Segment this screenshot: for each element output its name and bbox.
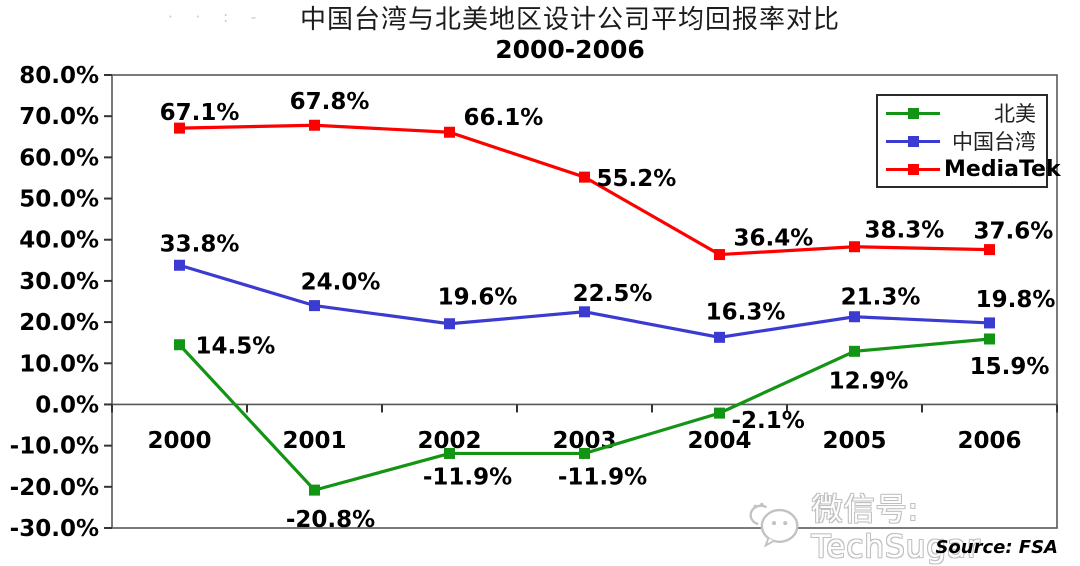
data-point-label: 24.0% <box>301 270 381 296</box>
y-axis-label: 0.0% <box>35 392 99 418</box>
data-point-marker <box>579 171 590 183</box>
data-point-marker <box>714 407 725 419</box>
y-axis-label: 80.0% <box>19 63 99 89</box>
data-point-label: 33.8% <box>160 231 240 257</box>
plot-border <box>111 74 1058 529</box>
data-point-label: 36.4% <box>734 226 814 252</box>
data-point-label: 55.2% <box>597 166 677 192</box>
y-axis-label: 60.0% <box>19 145 99 171</box>
data-point-marker <box>984 317 995 329</box>
data-point-label: 14.5% <box>196 334 276 360</box>
data-point-marker <box>444 126 455 138</box>
data-point-label: 38.3% <box>865 218 945 244</box>
legend-marker-north-america <box>886 107 944 120</box>
data-point-marker <box>579 306 590 318</box>
data-point-label: 21.3% <box>841 285 921 311</box>
data-point-label: -20.8% <box>286 507 375 533</box>
data-point-marker <box>849 241 860 253</box>
y-axis-label: -30.0% <box>10 516 99 542</box>
faded-watermark-marks: · · : - <box>168 8 266 26</box>
data-point-marker <box>984 333 995 345</box>
x-axis-label: 2001 <box>282 428 346 454</box>
x-axis-label: 2006 <box>957 428 1021 454</box>
data-point-marker <box>309 119 320 131</box>
data-point-label: 12.9% <box>829 368 909 394</box>
y-axis-label: 10.0% <box>19 351 99 377</box>
legend-label-taiwan-china: 中国台湾 <box>952 130 1036 154</box>
data-point-label: -11.9% <box>558 464 647 490</box>
data-point-marker <box>984 244 995 256</box>
data-point-label: 19.6% <box>438 285 518 311</box>
legend-label-north-america: 北美 <box>994 102 1036 126</box>
data-point-marker <box>444 447 455 459</box>
data-point-marker <box>849 345 860 357</box>
data-point-label: 22.5% <box>573 281 653 307</box>
chart-title-line2: 2000-2006 <box>495 35 645 64</box>
data-point-label: 16.3% <box>706 299 786 325</box>
y-axis-label: 20.0% <box>19 310 99 336</box>
data-point-label: -2.1% <box>732 408 805 434</box>
data-point-label: 15.9% <box>970 354 1050 380</box>
data-point-marker <box>174 259 185 271</box>
data-point-marker <box>714 249 725 261</box>
data-point-marker <box>579 447 590 459</box>
y-axis-label: 50.0% <box>19 187 99 213</box>
data-point-marker <box>309 300 320 312</box>
data-point-marker <box>714 331 725 343</box>
chart-legend: 北美中国台湾 MediaTek <box>876 94 1061 188</box>
legend-marker-mediatek <box>886 163 944 176</box>
data-point-label: 66.1% <box>464 105 544 131</box>
legend-item-mediatek: MediaTek <box>886 155 1061 183</box>
source-label: Source: FSA <box>935 537 1058 558</box>
legend-item-north-america: 北美 <box>886 99 1038 127</box>
legend-marker-taiwan-china <box>886 135 944 148</box>
y-axis-label: 40.0% <box>19 228 99 254</box>
data-point-label: 67.8% <box>290 89 370 115</box>
x-axis-label: 2005 <box>822 428 886 454</box>
wechat-watermark: 微信号: TechSugar <box>746 484 1080 565</box>
data-point-label: 19.8% <box>976 287 1056 313</box>
data-point-marker <box>849 311 860 323</box>
x-axis-label: 2004 <box>687 428 751 454</box>
data-point-marker <box>309 484 320 496</box>
x-axis-label: 2000 <box>147 428 211 454</box>
data-point-label: 67.1% <box>160 100 240 126</box>
chart-title: 中国台湾与北美地区设计公司平均回报率对比 2000-2006 <box>60 5 1080 63</box>
data-point-marker <box>174 339 185 351</box>
data-point-label: -11.9% <box>423 464 512 490</box>
data-point-marker <box>174 122 185 134</box>
chart-title-line1: 中国台湾与北美地区设计公司平均回报率对比 <box>299 5 840 35</box>
wechat-icon <box>749 502 799 548</box>
legend-label-mediatek: MediaTek <box>944 156 1061 182</box>
y-axis-label: 70.0% <box>19 104 99 130</box>
watermark-text: 微信号: TechSugar <box>811 492 981 565</box>
legend-item-taiwan-china: 中国台湾 <box>886 127 1038 155</box>
y-axis-label: 30.0% <box>19 269 99 295</box>
data-point-marker <box>444 318 455 330</box>
data-point-label: 37.6% <box>974 219 1054 245</box>
y-axis-label: -20.0% <box>10 475 99 501</box>
y-axis-label: -10.0% <box>10 434 99 460</box>
